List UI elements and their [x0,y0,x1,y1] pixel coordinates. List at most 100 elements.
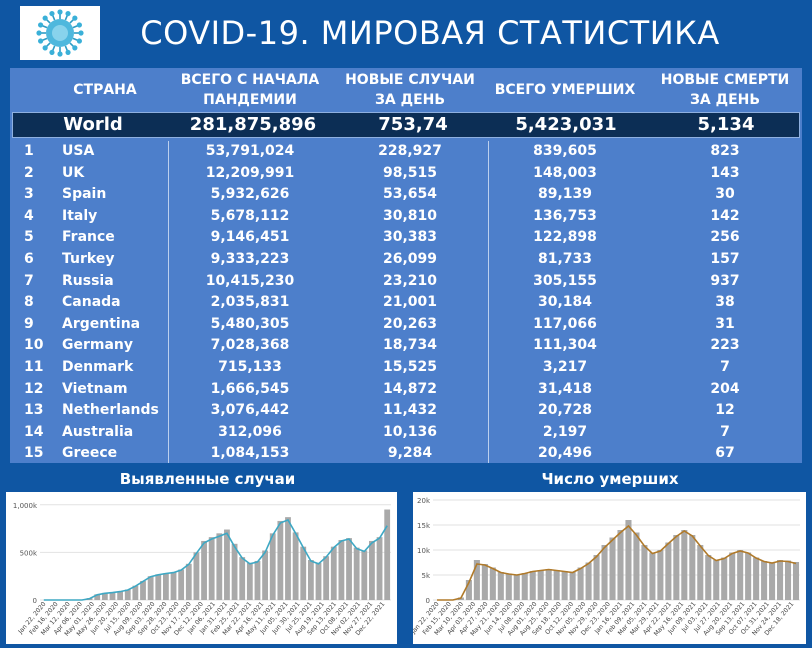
bar [745,552,752,600]
table-row: 11 Denmark 715,133 15,525 3,217 7 [10,357,802,379]
row-new-deaths: 142 [710,207,740,224]
virus-spike-tip [42,45,48,51]
row-deaths: 148,003 [533,164,597,181]
bar [473,560,480,600]
row-deaths: 136,753 [533,207,597,224]
row-rank: 13 [24,402,44,419]
table-row: 7 Russia 10,415,230 23,210 305,155 937 [10,271,802,293]
bar [617,530,624,600]
row-new-deaths: 67 [715,445,735,462]
row-total: 1,084,153 [210,445,290,462]
bar [561,571,568,600]
row-deaths: 839,605 [533,143,597,159]
table-row: 8 Canada 2,035,831 21,001 30,184 38 [10,292,802,314]
row-new-cases: 21,001 [382,294,438,311]
header-total-line2: ПАНДЕМИИ [203,92,297,108]
bar [545,569,552,600]
y-tick-label: 20k [417,497,431,505]
header: COVID-19. МИРОВАЯ СТАТИСТИКА [0,0,812,66]
table-header: СТРАНА ВСЕГО С НАЧАЛА ПАНДЕМИИ НОВЫЕ СЛУ… [10,68,802,112]
row-deaths: 89,139 [537,186,593,203]
bar [323,556,330,600]
bar [633,532,640,600]
row-rank: 8 [24,294,34,311]
world-total: 281,875,896 [189,114,317,135]
bar [147,576,154,600]
row-new-deaths: 157 [710,251,740,267]
row-rank: 4 [24,207,34,224]
row-country: Russia [62,272,114,289]
virus-spike-tip [49,49,55,56]
column-divider [488,141,489,463]
row-deaths: 122,898 [533,229,597,246]
series-line [43,519,388,601]
row-new-deaths: 143 [710,164,740,181]
row-rank: 5 [24,229,34,246]
bar [277,520,284,600]
bar [785,560,792,600]
bar [513,575,520,600]
table-row: 2 UK 12,209,991 98,515 148,003 143 [10,163,802,185]
row-total: 5,678,112 [210,207,290,224]
row-new-cases: 23,210 [382,272,438,289]
table-row: 6 Turkey 9,333,223 26,099 81,733 157 [10,249,802,271]
header-new-deaths-line2: ЗА ДЕНЬ [689,92,761,108]
row-deaths: 31,418 [537,380,593,397]
row-new-cases: 14,872 [382,380,438,397]
charts-area: Выявленные случаи Число умерших 0 500k 1,0… [0,465,812,648]
bar [697,545,704,600]
row-rank: 9 [24,315,34,332]
virus-core [52,25,68,41]
bar [124,589,131,600]
bar [361,550,368,600]
bar [529,571,536,600]
row-rank: 14 [24,423,44,440]
bar [601,545,608,600]
table-row: 9 Argentina 5,480,305 20,263 117,066 31 [10,314,802,336]
bar [489,567,496,600]
bar [132,585,139,600]
header-new-deaths: НОВЫЕ СМЕРТИ ЗА ДЕНЬ [650,68,800,112]
bar [657,550,664,600]
bar [689,535,696,600]
bar [216,533,223,600]
bar [109,592,116,600]
virus-spike-tip [76,22,83,28]
bar [761,561,768,600]
virus-spike-tip [72,15,78,21]
bar [585,562,592,600]
row-deaths: 3,217 [542,359,588,375]
bar [239,557,246,600]
row-total: 12,209,991 [205,164,295,181]
row-total: 312,096 [218,423,282,440]
row-rank: 15 [24,445,44,462]
row-new-cases: 228,927 [378,143,442,159]
row-new-cases: 26,099 [382,251,438,267]
row-total: 5,480,305 [210,315,290,332]
world-new-deaths: 5,134 [697,114,755,135]
bar [185,563,192,600]
row-total: 53,791,024 [205,143,295,159]
bar [292,532,299,600]
deaths-chart: 0 5k 10k 15k 20k Jan 22, 2020 Feb 15, 2020 Mar … [410,492,806,644]
coronavirus-icon [20,6,100,60]
bar [285,517,291,600]
bar [193,552,200,600]
bar [649,552,656,600]
row-country: Turkey [62,251,115,267]
row-deaths: 305,155 [533,272,597,289]
bar [777,560,784,600]
table-row: 5 France 9,146,451 30,383 122,898 256 [10,227,802,249]
bar [117,591,124,600]
bar [101,592,108,600]
row-country: Netherlands [62,402,159,419]
table-row: 15 Greece 1,084,153 9,284 20,496 67 [10,443,802,465]
bar [376,537,383,600]
bar [246,562,253,600]
bar [140,580,146,600]
row-rank: 7 [24,272,34,289]
bar [231,543,238,600]
row-total: 3,076,442 [210,402,290,419]
